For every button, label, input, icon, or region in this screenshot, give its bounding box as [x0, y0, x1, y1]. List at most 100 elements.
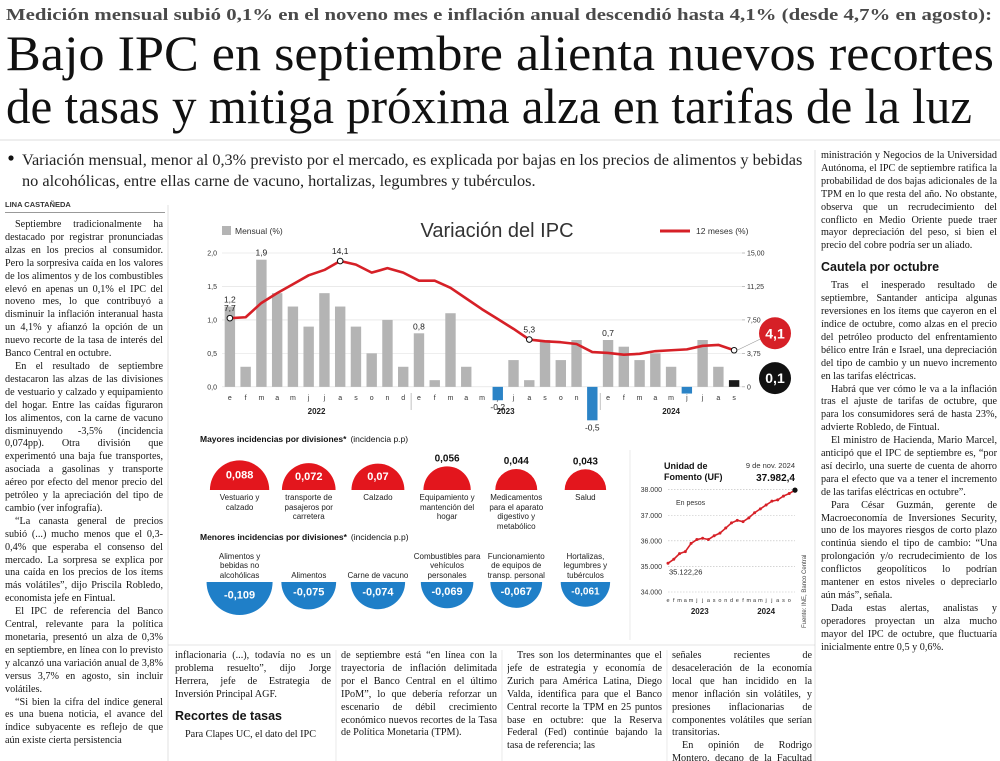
year-label: 2024	[757, 607, 775, 616]
bar	[587, 386, 598, 421]
section-title-text: Menores incidencias por divisiones*	[200, 532, 348, 542]
x-tick-label: o	[718, 598, 721, 604]
bar	[650, 353, 661, 387]
section-title: Menores incidencias por divisiones* (inci…	[200, 532, 409, 542]
x-tick-label: f	[623, 395, 625, 402]
bar	[634, 360, 645, 387]
x-tick-label: e	[606, 395, 610, 402]
x-tick-label: n	[724, 598, 727, 604]
value-label: 35.122,26	[669, 567, 702, 576]
incidence-semicircle	[351, 463, 405, 490]
incidence-semicircle	[423, 466, 471, 490]
x-tick-label: m	[258, 395, 264, 402]
paragraph: Para Clapes UC, el dato del IPC	[185, 728, 316, 740]
x-tick-label: a	[527, 395, 531, 402]
value-badge	[759, 317, 791, 350]
x-tick-label: s	[732, 395, 736, 402]
line-marker	[781, 494, 785, 498]
incidence-label: Alimentos y bebidas no alcohólicas	[218, 551, 261, 580]
bar-value-label: 0,8	[413, 321, 425, 331]
incidence-semicircle	[420, 582, 474, 609]
incidence-value-label: -0,061	[571, 586, 600, 597]
line-value-label: 7,7	[224, 303, 236, 313]
incidence-value-label: -0,074	[362, 587, 394, 599]
y-tick-label: 0,5	[207, 351, 217, 358]
x-tick-label: n	[575, 395, 579, 402]
x-tick-label: a	[776, 598, 780, 604]
bar	[681, 386, 693, 394]
x-tick-label: a	[753, 598, 757, 604]
paragraph: “La canasta general de precios subió (..…	[5, 515, 163, 605]
value-label: 37.982,4	[756, 473, 795, 484]
x-tick-label: o	[370, 395, 374, 402]
line-marker	[701, 536, 705, 540]
deck: Variación mensual, menor al 0,3% previst…	[22, 150, 803, 190]
paragraph: “Si bien la cifra del índice general es …	[5, 696, 163, 747]
bar	[461, 366, 472, 387]
x-tick-label: a	[716, 395, 720, 402]
article-column: ministración y Negocios de la Universida…	[821, 150, 997, 761]
line-marker	[741, 520, 745, 524]
incidence-label: Hortalizas, legumbres y tubérculos	[563, 551, 608, 580]
y-tick-label: 35.000	[641, 564, 663, 571]
incidence-value-label: 0,056	[435, 453, 460, 464]
paragraph: Septiembre tradicionalmente ha destacado…	[5, 219, 163, 360]
y2-tick-label: 0	[747, 384, 751, 391]
bar	[334, 306, 346, 387]
bar-value-label: 0,7	[602, 328, 614, 338]
bar	[398, 366, 409, 387]
label-leader	[736, 337, 763, 351]
x-tick-label: m	[668, 395, 674, 402]
year-label: 2023	[691, 607, 709, 616]
y2-tick-label: 3,75	[747, 351, 761, 358]
bar	[571, 340, 582, 387]
bar	[240, 366, 251, 387]
unit-label: En pesos	[676, 500, 706, 507]
y2-tick-label: 15,00	[747, 251, 765, 258]
incidence-value-label: -0,075	[293, 587, 324, 599]
incidence-label: Funcionamiento de equipos de transp. per…	[487, 551, 545, 580]
paragraph: Tras el inesperado resultado de septiemb…	[821, 280, 997, 382]
paragraph: Para César Guzmán, gerente de Macroecono…	[821, 499, 997, 601]
bar	[256, 259, 267, 387]
incidence-value-label: 0,072	[295, 471, 323, 483]
x-tick-label: j	[685, 395, 688, 402]
x-tick-label: a	[653, 395, 657, 402]
paragraph: señales recientes de desaceleración de l…	[672, 650, 812, 739]
y-tick-label: 34.000	[641, 590, 663, 597]
x-tick-label: e	[666, 598, 669, 604]
bar	[413, 333, 425, 387]
line-marker	[758, 507, 762, 511]
bar	[697, 340, 708, 387]
x-tick-label: s	[782, 598, 785, 604]
incidence-semicircle	[206, 582, 273, 616]
legend-swatch	[222, 226, 231, 235]
line-marker	[792, 487, 798, 493]
x-tick-label: m	[448, 395, 454, 402]
bar	[524, 380, 535, 387]
incidence-label: Equipamiento y mantención del hogar	[419, 493, 475, 521]
x-tick-label: d	[401, 395, 405, 402]
y2-tick-label: 11,25	[747, 284, 764, 291]
incidence-semicircle	[209, 460, 270, 490]
bar-value-label: 1,2	[224, 295, 236, 305]
incidence-value-label: -0,069	[431, 586, 462, 598]
incidence-label: Medicamentos para el aparato digestivo y…	[489, 493, 544, 531]
y-tick-label: 1,5	[207, 284, 217, 291]
paragraph: En opinión de Rodrigo Montero, decano de…	[672, 740, 812, 761]
y2-tick-label: 7,50	[747, 317, 761, 324]
bar	[665, 366, 677, 387]
x-tick-label: n	[386, 395, 390, 402]
paragraph: El ministro de Hacienda, Mario Marcel, a…	[821, 435, 997, 498]
incidence-semicircle	[564, 469, 607, 490]
line-marker	[666, 561, 670, 565]
x-tick-label: e	[228, 395, 232, 402]
chart-title: Unidad de Fomento (UF)	[664, 461, 723, 482]
line-marker	[787, 492, 791, 496]
x-tick-label: m	[479, 395, 485, 402]
line-marker	[683, 550, 687, 554]
line-marker	[706, 538, 710, 542]
bar	[492, 386, 503, 401]
line-marker	[770, 499, 774, 503]
